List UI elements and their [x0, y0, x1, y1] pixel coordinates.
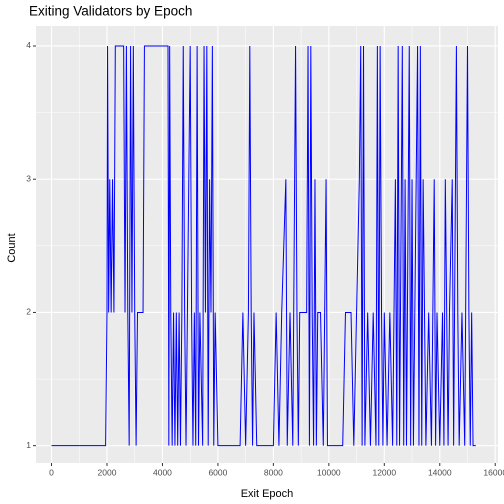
y-tick-label: 3	[26, 173, 31, 183]
y-tick-label: 1	[26, 440, 31, 450]
x-tick-label: 8000	[264, 467, 283, 477]
x-tick-label: 12000	[372, 467, 396, 477]
y-axis-title: Count	[6, 233, 18, 262]
y-tick-label: 2	[26, 307, 31, 317]
data-line	[51, 45, 476, 447]
x-tick-label: 4000	[153, 467, 172, 477]
plot-panel	[36, 26, 498, 463]
y-tick-label: 4	[26, 40, 31, 50]
x-tick-label: 16000	[483, 467, 504, 477]
x-axis-title: Exit Epoch	[241, 488, 294, 500]
x-tick-label: 14000	[428, 467, 452, 477]
x-tick-label: 6000	[208, 467, 227, 477]
x-tick-label: 2000	[98, 467, 117, 477]
x-tick-label: 0	[49, 467, 54, 477]
x-tick-label: 10000	[317, 467, 341, 477]
chart-title: Exiting Validators by Epoch	[29, 4, 192, 19]
